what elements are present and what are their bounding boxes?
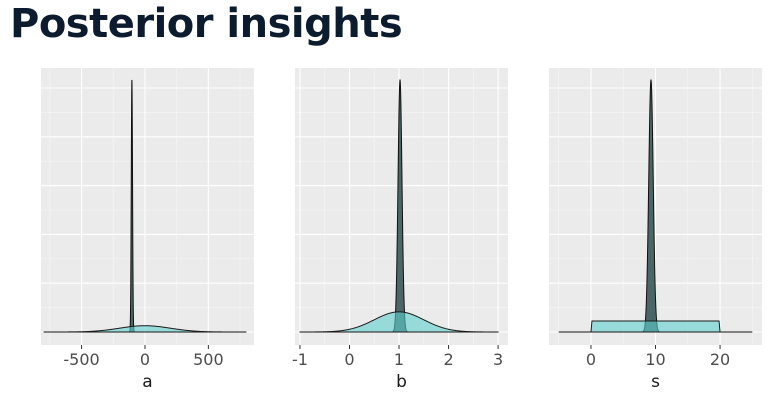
x-tick-label: 2: [443, 350, 453, 369]
prior-density: [43, 325, 247, 333]
panel-a: -500 0 500 a: [41, 68, 254, 392]
x-tick-label: 0: [586, 350, 596, 369]
x-axis-title: s: [651, 372, 660, 392]
x-axis-title: a: [142, 372, 152, 392]
x-axis-title: b: [396, 372, 407, 392]
prior-density: [558, 320, 753, 333]
x-tick-label: -1: [292, 350, 308, 369]
panel-background: [41, 68, 254, 345]
x-tick-label: 500: [193, 350, 224, 369]
page-title: Posterior insights: [10, 1, 403, 47]
panel-b: -1 0 1 2 3 b: [292, 68, 508, 392]
x-tick-label: 10: [645, 350, 665, 369]
x-tick-label: 0: [140, 350, 150, 369]
x-tick-label: -500: [63, 350, 99, 369]
x-tick-label: 3: [493, 350, 503, 369]
x-tick-label: 20: [710, 350, 730, 369]
panel-s: 0 10 20 s: [549, 68, 762, 392]
x-tick-label: 0: [344, 350, 354, 369]
prior-density: [299, 311, 499, 333]
x-tick-label: 1: [394, 350, 404, 369]
